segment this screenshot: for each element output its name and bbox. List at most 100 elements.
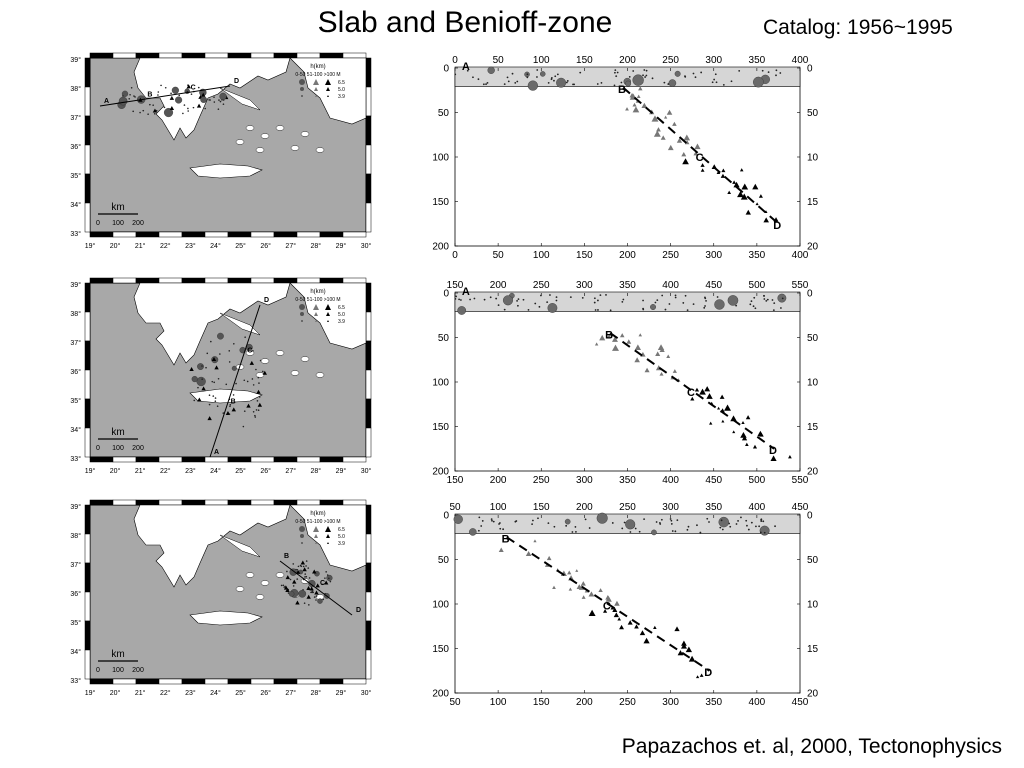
hypocenter-shallow [550, 78, 553, 81]
epicenter-small [256, 400, 259, 402]
hypocenter-shallow [469, 298, 471, 301]
hypocenter-shallow [597, 309, 599, 311]
epicenter-small [255, 409, 258, 411]
hypocenter-intermediate [605, 595, 611, 600]
legend-magnitude-label: 3.9 [338, 319, 345, 325]
epicenter-small [252, 349, 254, 352]
hypocenter-shallow [573, 83, 576, 86]
epicenter-small [225, 383, 228, 386]
x-tick-label-top: 50 [493, 55, 505, 66]
epicenter-deep [246, 403, 251, 408]
hypocenter-deep [612, 607, 618, 612]
hypocenter-shallow [760, 518, 763, 521]
epicenter-small [197, 386, 199, 389]
x-tick-label-bottom: 50 [449, 697, 461, 707]
slide-title: Slab and Benioff-zone [317, 6, 613, 39]
map-border-segment [204, 277, 229, 284]
legend-magnitude-label: 5.0 [338, 87, 345, 93]
map-border-segment [84, 115, 91, 146]
map-border-segment [135, 456, 160, 463]
x-tick-label-top: 150 [447, 280, 464, 291]
legend-triangle-symbol [314, 312, 318, 316]
x-tick-label-bottom: 50 [493, 250, 505, 260]
map-border-segment [342, 456, 367, 463]
y-tick-label-left: 150 [432, 197, 449, 208]
x-tick-label-top: 100 [533, 55, 550, 66]
map-border-segment [204, 678, 229, 685]
epicenter-small [152, 104, 154, 106]
hypocenter-shallow [579, 71, 582, 74]
epicenter-small [213, 381, 216, 384]
map-border-segment [84, 369, 91, 400]
x-tick-label-top: 0 [452, 55, 458, 66]
longitude-tick-label: 25° [235, 467, 246, 475]
x-tick-label-bottom: 300 [576, 475, 593, 485]
hypocenter-shallow [684, 75, 686, 78]
x-tick-label-bottom: 400 [662, 475, 679, 485]
epicenter-small [258, 396, 261, 398]
hypocenter-shallow [546, 301, 549, 304]
hypocenter-shallow [614, 69, 617, 72]
hypocenter-shallow [767, 71, 770, 74]
hypocenter-deep [704, 386, 711, 392]
epicenter-shallow [191, 376, 198, 383]
hypocenter-intermediate [666, 109, 673, 115]
hypocenter-intermediate [659, 371, 664, 376]
map-border-segment [319, 277, 344, 284]
longitude-tick-label: 19° [85, 689, 96, 697]
hypocenter-intermediate [693, 151, 699, 156]
epicenter-deep [306, 594, 311, 599]
y-tick-label-left: 50 [438, 333, 450, 344]
hypocenter-shallow [532, 519, 534, 522]
epicenter-deep [249, 360, 255, 365]
y-tick-label-left: 150 [432, 422, 449, 433]
map-border-segment [84, 649, 91, 680]
x-tick-label-bottom: 150 [533, 697, 550, 707]
epicenter-shallow [298, 589, 307, 598]
epicenter-small [157, 94, 159, 96]
euboea-island [219, 534, 261, 558]
hypocenter-shallow [735, 304, 738, 307]
longitude-tick-label: 22° [160, 689, 171, 697]
epicenter-small [282, 584, 285, 587]
y-tick-label-left: 200 [432, 689, 449, 700]
latitude-tick-label: 35° [70, 619, 81, 627]
legend-magnitude-label: 6.5 [338, 80, 345, 86]
map-border-segment [158, 52, 183, 59]
epicenter-deep [196, 103, 202, 108]
y-tick-label-right: 100 [807, 378, 818, 389]
hypocenter-deep [688, 655, 696, 662]
map-border-segment [204, 456, 229, 463]
map-border-segment [365, 562, 372, 593]
hypocenter-shallow [632, 70, 635, 72]
y-tick-label-right: 50 [807, 555, 818, 566]
hypocenter-shallow [477, 529, 480, 532]
epicenter-deep [211, 357, 217, 362]
legend-magnitude-label: 5.0 [338, 312, 345, 318]
hypocenter-shallow [566, 80, 569, 82]
hypocenter-deep [727, 190, 732, 195]
epicenter-small [193, 399, 196, 402]
map-border-segment [273, 231, 298, 238]
legend-triangle-symbol [314, 87, 318, 91]
hypocenter-shallow [740, 516, 742, 519]
longitude-tick-label: 28° [311, 242, 322, 250]
map-border-segment [204, 231, 229, 238]
hypocenter-shallow [514, 520, 517, 523]
epicenter-small [139, 111, 141, 114]
hypocenter-shallow [609, 309, 612, 312]
hypocenter-shallow [588, 527, 591, 529]
longitude-tick-label: 25° [235, 689, 246, 697]
crete-island [189, 163, 263, 179]
epicenter-deep [295, 600, 300, 605]
epicenter-small [214, 397, 217, 399]
legend-magnitude-label: 3.9 [338, 541, 345, 547]
hypocenter-intermediate [676, 138, 683, 143]
hypocenter-deep [721, 419, 725, 423]
epicenter-small [305, 575, 308, 578]
legend-title: h(km) [310, 64, 325, 70]
longitude-tick-label: 22° [160, 467, 171, 475]
latitude-tick-label: 34° [70, 201, 81, 209]
hypocenter-deep [678, 650, 683, 656]
profile-point-label: A [462, 286, 470, 298]
